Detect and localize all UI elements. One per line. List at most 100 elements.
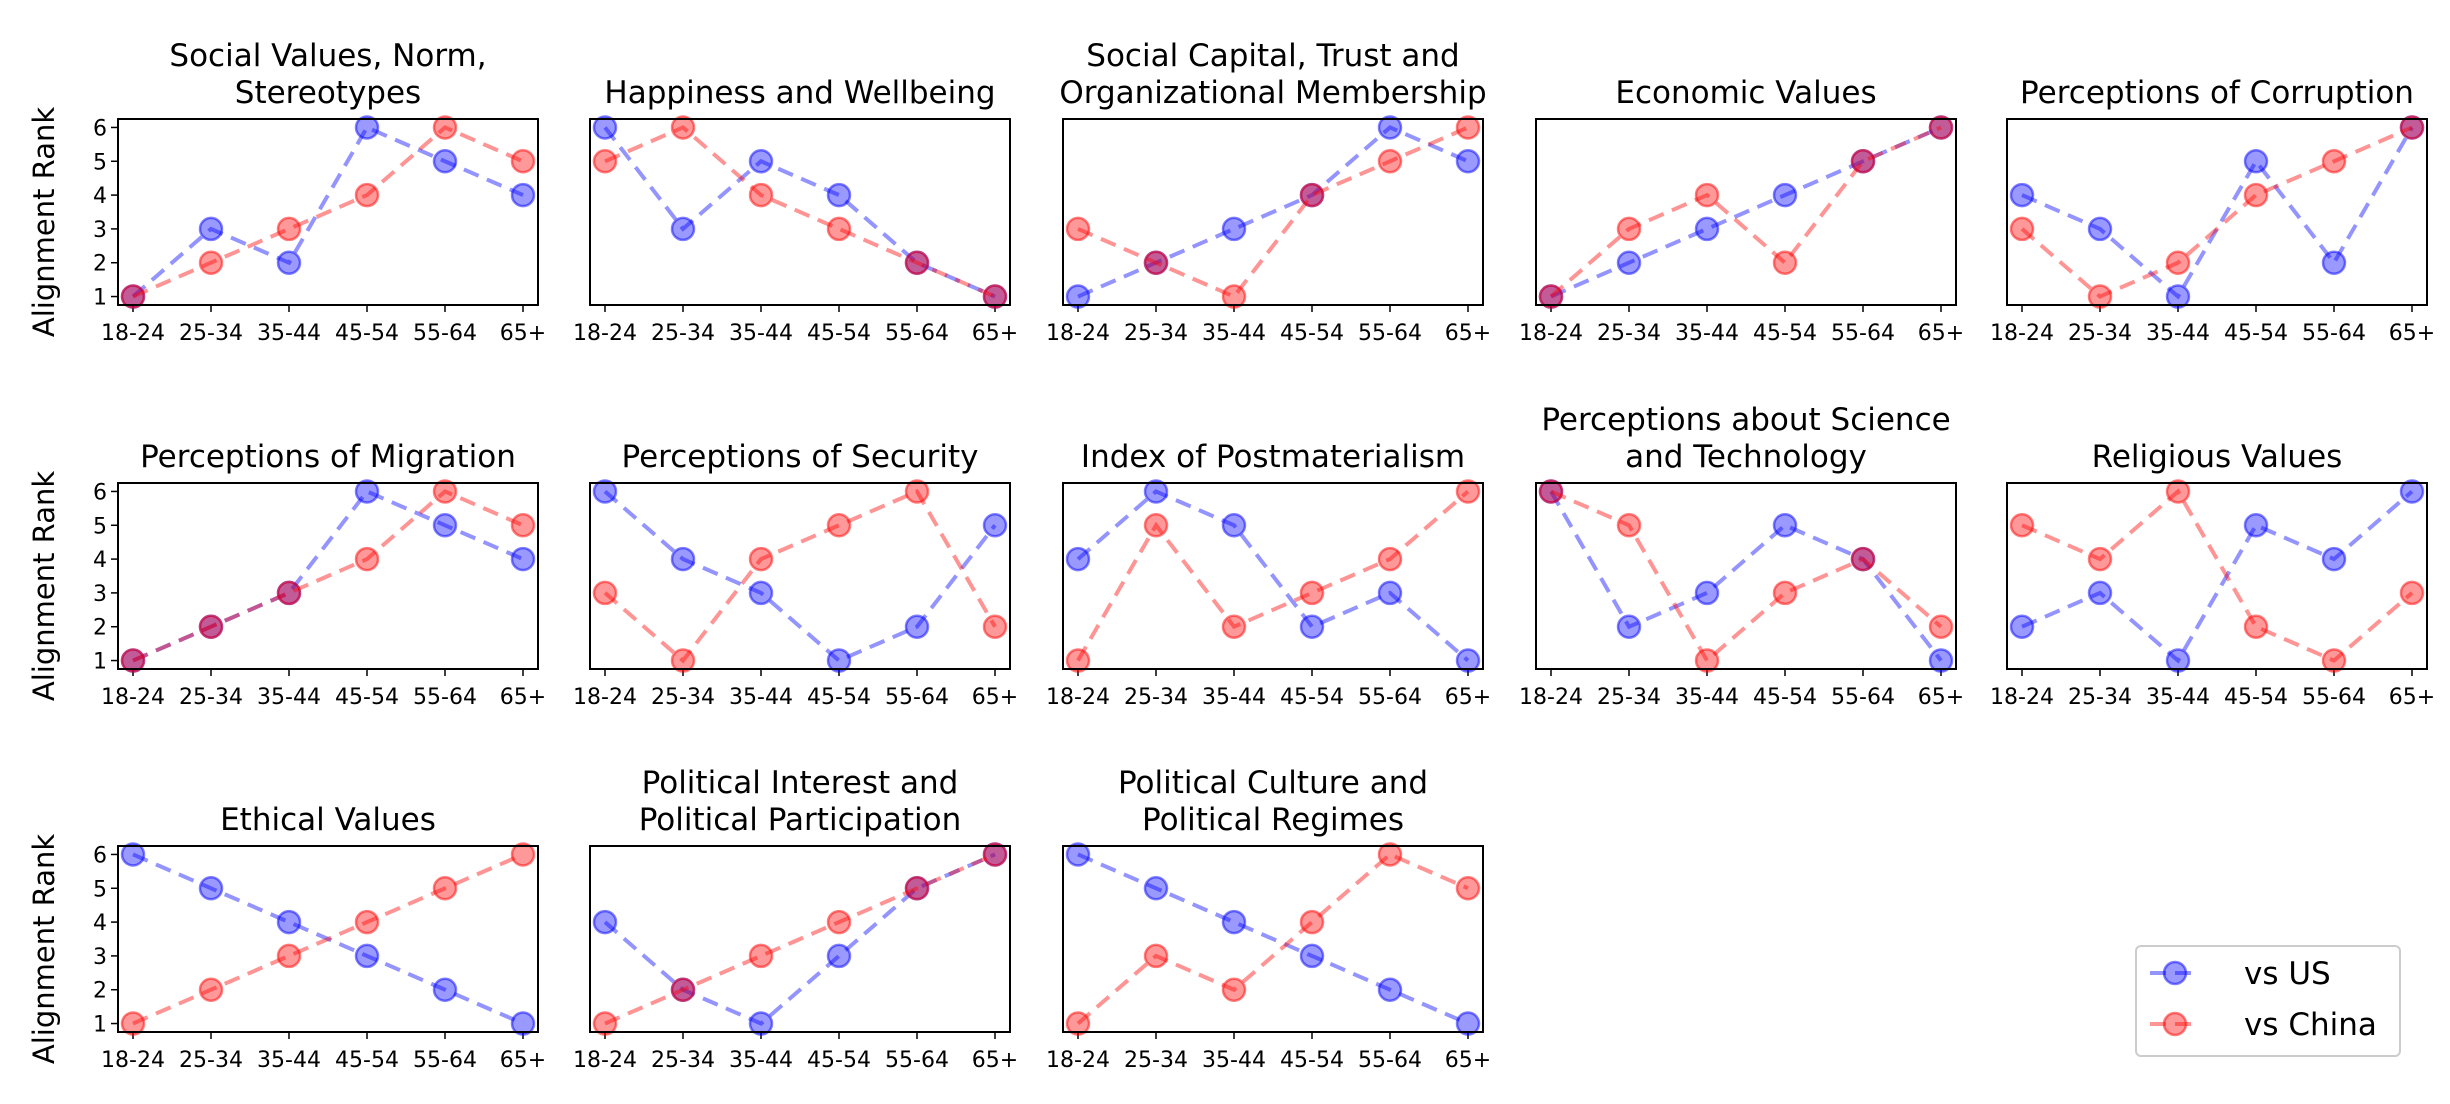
legend-label: vs US <box>2244 956 2331 992</box>
point-china <box>1299 580 1325 606</box>
x-tick-label: 45-54 <box>335 685 399 710</box>
x-tick-label: 55-64 <box>413 321 477 346</box>
x-tick-label: 65+ <box>1445 1048 1491 1073</box>
x-tick-label: 25-34 <box>1597 685 1661 710</box>
point-china <box>1455 479 1481 504</box>
series-line-us <box>1076 489 1470 663</box>
panel-7: Perceptions of Security 18-24 25-34 35-44 45… <box>573 439 1018 710</box>
x-tick-label: 25-34 <box>1124 321 1188 346</box>
x-tick-label: 45-54 <box>1280 685 1344 710</box>
point-china <box>1377 842 1403 867</box>
x-tick-label: 18-24 <box>573 1048 637 1073</box>
point-china <box>1377 546 1403 572</box>
point-china <box>1221 977 1247 1002</box>
panel-1: Social Values, Norm,Stereotypes 18-24 25-3… <box>27 38 546 346</box>
x-tick-label: 25-34 <box>651 1048 715 1073</box>
point-china <box>1143 943 1169 969</box>
point-us <box>2243 149 2269 174</box>
point-china <box>826 909 852 935</box>
point-us <box>670 546 696 572</box>
point-china <box>982 614 1008 639</box>
point-us <box>592 115 618 140</box>
y-tick-label: 1 <box>93 1013 107 1038</box>
point-china <box>1143 250 1169 275</box>
legend: vs US vs China <box>2135 945 2401 1057</box>
series-line-us <box>131 124 524 299</box>
point-china <box>748 943 774 969</box>
series-line-us <box>2021 489 2414 664</box>
point-us <box>1065 842 1091 867</box>
x-tick-label: 45-54 <box>1753 685 1817 710</box>
point-china <box>432 876 458 901</box>
point-china <box>904 250 930 275</box>
x-tick-label: 18-24 <box>573 321 637 346</box>
point-china <box>1928 115 1954 140</box>
series-line-china <box>603 488 997 664</box>
x-tick-label: 25-34 <box>179 685 243 710</box>
plot-frame <box>1535 482 1957 670</box>
series-line-us <box>132 488 524 663</box>
point-china <box>198 250 224 275</box>
point-china <box>2243 182 2269 208</box>
y-tick-label: 4 <box>93 548 107 573</box>
x-tick-label: 25-34 <box>1124 685 1188 710</box>
point-china <box>120 648 146 673</box>
panel-title: Social Capital, Trust and <box>1086 38 1459 74</box>
point-us <box>592 479 618 504</box>
x-tick-label: 25-34 <box>1124 1048 1188 1073</box>
point-us <box>2321 250 2347 275</box>
x-tick-label: 35-44 <box>729 685 793 710</box>
point-china <box>1143 513 1169 538</box>
point-us <box>354 479 380 504</box>
panel-title: Political Participation <box>639 802 962 838</box>
point-china <box>1538 284 1564 309</box>
x-tick-label: 45-54 <box>2224 321 2288 346</box>
x-tick-label: 35-44 <box>729 1048 793 1073</box>
panel-title: Ethical Values <box>220 802 436 838</box>
x-tick-label: 18-24 <box>1519 685 1583 710</box>
y-axis-label: Alignment Rank <box>27 471 61 701</box>
x-tick-label: 65+ <box>1445 321 1491 346</box>
x-tick-label: 35-44 <box>1202 685 1266 710</box>
x-tick-label: 65+ <box>972 685 1018 710</box>
point-us <box>1299 614 1325 639</box>
point-us <box>2165 648 2191 673</box>
point-china <box>1065 648 1091 673</box>
y-tick-label: 1 <box>93 286 107 311</box>
point-us <box>1772 513 1798 538</box>
point-china <box>2087 284 2113 309</box>
x-tick-label: 55-64 <box>2302 685 2366 710</box>
plot-frame <box>589 482 1011 670</box>
x-tick-label: 25-34 <box>2068 685 2132 710</box>
legend-marker <box>2162 1011 2188 1037</box>
legend-marker <box>2162 960 2188 986</box>
plot-frame <box>2006 118 2428 306</box>
series-line-us <box>1077 125 1469 299</box>
panel-title: Economic Values <box>1615 75 1876 111</box>
series-line-us <box>603 852 996 1026</box>
point-china <box>510 149 536 174</box>
x-tick-label: 25-34 <box>1597 321 1661 346</box>
point-china <box>982 842 1008 867</box>
x-tick-label: 65+ <box>972 321 1018 346</box>
point-china <box>432 115 458 140</box>
point-china <box>1850 149 1876 174</box>
point-china <box>904 479 930 504</box>
point-china <box>2009 216 2035 242</box>
x-tick-label: 45-54 <box>1280 1048 1344 1073</box>
x-tick-label: 65+ <box>1918 321 1964 346</box>
point-us <box>432 149 458 174</box>
point-china <box>276 580 302 606</box>
point-us <box>276 909 302 935</box>
y-axis-label: Alignment Rank <box>27 834 61 1064</box>
point-china <box>1772 580 1798 606</box>
legend-swatch-0 <box>2150 960 2200 986</box>
point-us <box>1616 250 1642 275</box>
point-china <box>2009 513 2035 538</box>
point-us <box>1455 648 1481 673</box>
x-tick-label: 45-54 <box>807 685 871 710</box>
x-tick-label: 35-44 <box>1675 685 1739 710</box>
point-us <box>1928 648 1954 673</box>
